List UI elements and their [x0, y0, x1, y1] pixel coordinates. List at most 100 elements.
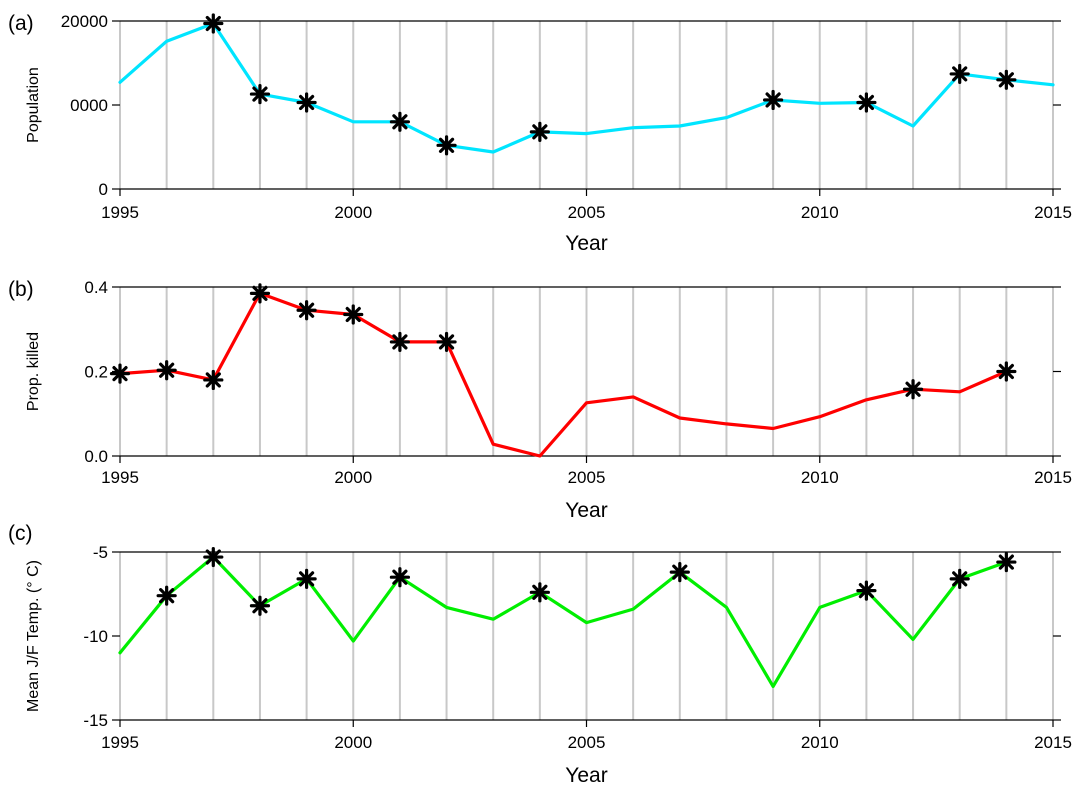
marker-center [1002, 76, 1010, 84]
data-point-marker [249, 595, 271, 616]
data-point-marker [249, 283, 271, 304]
data-point-marker [389, 111, 410, 132]
marker-center [396, 338, 404, 346]
x-tick-label: 2005 [568, 468, 606, 487]
panel-label: (c) [8, 522, 33, 545]
series-line [118, 291, 1008, 458]
marker-center [209, 376, 217, 384]
x-axis-title: Year [565, 764, 607, 787]
data-point-marker [996, 361, 1017, 382]
marker-center [769, 96, 777, 104]
y-axis-title: Prop. killed [25, 332, 42, 411]
marker-center [862, 98, 870, 106]
data-point-marker [949, 568, 970, 589]
marker-center [396, 118, 404, 126]
data-point-marker [156, 585, 177, 606]
x-tick-label: 2015 [1034, 468, 1072, 487]
data-point-marker [436, 331, 457, 353]
data-point-marker [856, 92, 877, 113]
x-tick-label: 1995 [101, 203, 139, 222]
data-point-marker [436, 135, 457, 156]
panel-b: 0.0 0.2 0.4 1995 2000 2005 2010 2015 Year Prop. k… [8, 278, 1072, 522]
data-point-marker [343, 304, 364, 325]
data-point-marker [529, 582, 550, 603]
data-point-marker [669, 562, 690, 583]
y-tick-label: -15 [83, 711, 108, 730]
marker-center [163, 592, 171, 600]
y-tick-label: 0000 [70, 96, 108, 115]
data-point-marker [529, 121, 550, 142]
marker-center [956, 575, 964, 583]
data-point-marker [996, 551, 1017, 573]
data-point-marker [949, 63, 970, 85]
marker-center [536, 588, 544, 596]
data-point-marker [762, 89, 784, 111]
marker-center [209, 20, 217, 28]
data-point-marker [109, 363, 131, 384]
data-point-marker [296, 568, 317, 589]
marker-center [303, 98, 311, 106]
marker-center [256, 289, 264, 297]
data-point-marker [203, 13, 224, 34]
y-tick-label: -10 [83, 627, 108, 646]
series-line [118, 555, 1008, 689]
y-tick-label: 0.0 [84, 447, 108, 466]
marker-center [303, 306, 311, 314]
marker-center [303, 575, 311, 583]
marker-center [956, 70, 964, 78]
x-tick-label: 2015 [1034, 733, 1072, 752]
data-point-marker [996, 69, 1017, 90]
data-point-marker [296, 92, 317, 113]
x-tick-label: 2000 [334, 203, 372, 222]
x-tick-label: 2010 [801, 203, 839, 222]
marker-center [256, 90, 264, 98]
x-tick-label: 1995 [101, 468, 139, 487]
marker-center [443, 338, 451, 346]
marker-center [862, 587, 870, 595]
y-axis-title: Population [25, 67, 42, 143]
x-tick-label: 2005 [568, 203, 606, 222]
y-tick-label: 0.4 [84, 278, 108, 297]
x-tick-label: 2010 [801, 468, 839, 487]
marker-center [909, 385, 917, 393]
x-axis-title: Year [565, 232, 607, 255]
panel-label: (b) [8, 278, 34, 301]
x-tick-label: 2010 [801, 733, 839, 752]
data-point-marker [389, 331, 410, 353]
x-tick-label: 2015 [1034, 203, 1072, 222]
x-tick-label: 2005 [568, 733, 606, 752]
x-axis-title: Year [565, 499, 607, 522]
data-point-marker [902, 379, 924, 400]
marker-center [676, 568, 684, 576]
marker-center [349, 310, 357, 318]
data-point-marker [156, 360, 177, 381]
marker-center [209, 553, 217, 561]
series-line [118, 21, 1055, 154]
data-point-marker [389, 567, 410, 588]
y-tick-label: 20000 [61, 12, 108, 31]
x-tick-label: 1995 [101, 733, 139, 752]
y-tick-label: 0.2 [84, 363, 108, 382]
y-tick-label: 0 [99, 180, 108, 199]
marker-center [536, 128, 544, 136]
data-point-marker [296, 300, 317, 321]
marker-center [116, 370, 124, 378]
marker-center [1002, 368, 1010, 375]
x-tick-label: 2000 [334, 468, 372, 487]
data-point-marker [203, 369, 224, 391]
marker-center [443, 141, 451, 149]
panel-label: (a) [8, 12, 34, 35]
marker-center [396, 573, 404, 581]
marker-center [1002, 558, 1010, 566]
data-point-marker [249, 83, 271, 105]
data-point-marker [203, 546, 224, 568]
panel-c: -15 -10 -5 1995 2000 2005 2010 2015 Year Mean J/F… [8, 522, 1072, 787]
x-tick-label: 2000 [334, 733, 372, 752]
y-axis-title: Mean J/F Temp. (° C) [25, 560, 42, 712]
data-point-marker [856, 580, 877, 601]
marker-center [256, 602, 264, 610]
y-tick-label: -5 [93, 543, 108, 562]
marker-center [163, 366, 171, 374]
